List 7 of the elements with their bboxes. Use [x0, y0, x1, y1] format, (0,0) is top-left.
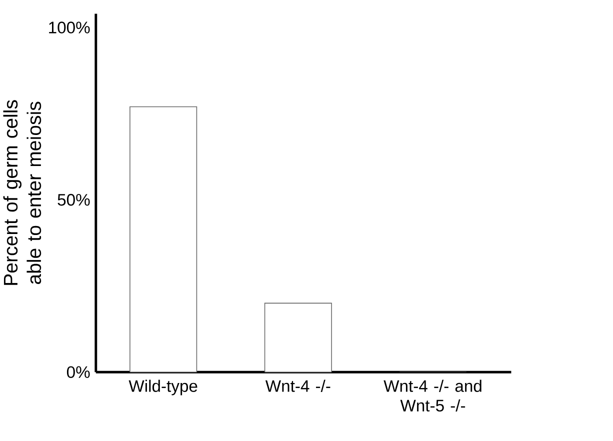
y-tick-label: 100%: [49, 22, 90, 34]
y-tick-label: 50%: [58, 194, 90, 206]
x-tick-label: Wnt-4 -/-: [265, 380, 330, 392]
y-tick-label: 0%: [66, 366, 90, 378]
x-tick-label: Wild-type: [128, 380, 198, 396]
y-axis-title: Percent of germ cells able to enter meiosis: [3, 100, 42, 285]
x-tick-label: Wnt-4 -/- and Wnt-5 -/-: [384, 380, 482, 412]
